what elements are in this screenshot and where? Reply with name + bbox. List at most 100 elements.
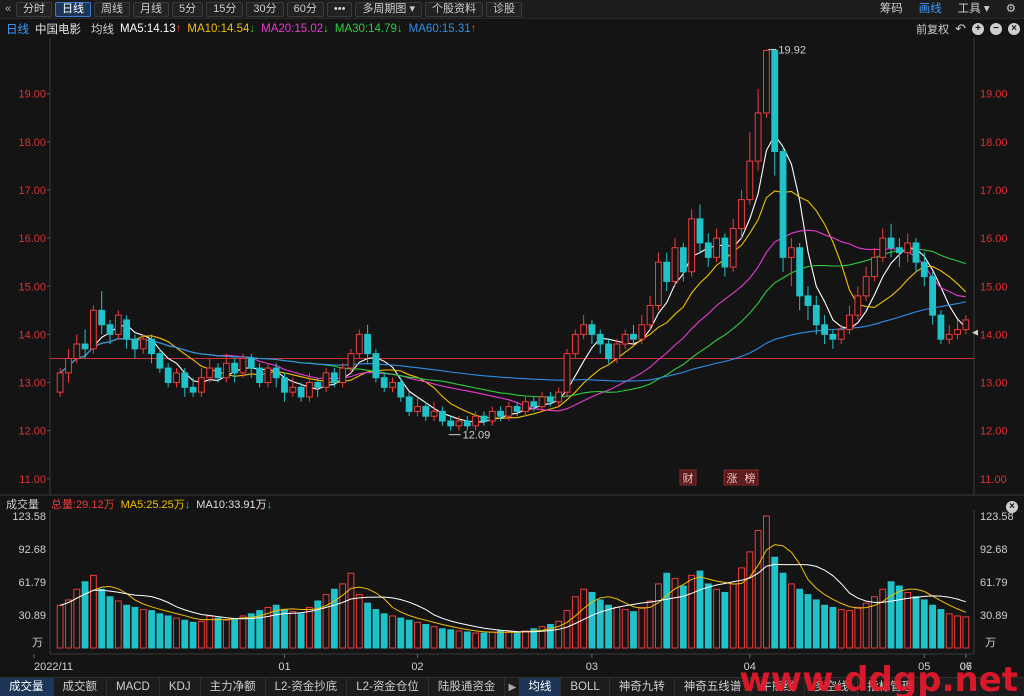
- tab-0[interactable]: 成交量: [0, 677, 54, 696]
- period-button-8[interactable]: •••: [326, 1, 353, 17]
- volume-bar: [829, 606, 837, 649]
- candle-body: [173, 372, 180, 384]
- candle-body: [871, 256, 878, 278]
- candle-body: [239, 357, 247, 374]
- candle-body: [563, 353, 571, 393]
- ma20-value: MA20:15.02↓: [261, 23, 329, 35]
- volume-bar: [455, 630, 463, 649]
- volume-bar: [65, 599, 72, 649]
- undo-icon[interactable]: ↶: [955, 21, 966, 36]
- tab-1[interactable]: 成交额: [54, 677, 107, 696]
- candle-body: [829, 333, 837, 340]
- candle-body: [380, 377, 388, 388]
- volume-ma5: MA5:25.25万↓: [120, 499, 191, 511]
- volume-close-icon[interactable]: ×: [1006, 498, 1018, 513]
- candle-body: [862, 276, 870, 297]
- tab-13[interactable]: 多空线: [805, 677, 859, 696]
- ma-label[interactable]: 均线: [91, 24, 114, 36]
- volume-bar: [862, 602, 870, 649]
- volume-bar: [837, 609, 845, 649]
- candle-body: [754, 112, 762, 162]
- candle-body: [430, 410, 438, 417]
- unit-left: 万: [32, 637, 43, 649]
- period-button-2[interactable]: 周线: [94, 1, 130, 17]
- tab-12[interactable]: 牛熊线: [751, 677, 805, 696]
- zoom-out-icon[interactable]: −: [990, 23, 1002, 35]
- adjust-select[interactable]: 前复权: [916, 24, 950, 36]
- zoom-in-icon[interactable]: +: [972, 23, 984, 35]
- candle-body: [804, 295, 812, 307]
- period-button-7[interactable]: 60分: [286, 1, 324, 17]
- period-button-4[interactable]: 5分: [172, 1, 204, 17]
- toolbar-right-button-1[interactable]: 画线: [918, 3, 942, 15]
- candle-body: [181, 372, 189, 388]
- collapse-left-icon[interactable]: «: [4, 3, 12, 15]
- period-button-3[interactable]: 月线: [133, 1, 169, 17]
- volume-bar: [56, 604, 64, 649]
- price-tick-right: 18.00: [980, 137, 1008, 149]
- gear-icon[interactable]: ⚙: [1005, 3, 1016, 15]
- price-tick-left: 14.00: [18, 329, 46, 341]
- volume-bar: [945, 613, 953, 649]
- tab-9[interactable]: BOLL: [561, 677, 610, 696]
- candle-body: [497, 410, 504, 417]
- close-icon[interactable]: ×: [1006, 501, 1018, 513]
- volume-bar: [771, 556, 779, 649]
- current-price-marker: [972, 329, 978, 336]
- period-button-9[interactable]: 多周期图 ▾: [355, 1, 423, 17]
- volume-bar: [630, 611, 637, 649]
- volume-bar: [198, 620, 205, 649]
- candle-body: [812, 305, 820, 326]
- ma20-line: [59, 229, 966, 412]
- candle-body: [530, 401, 538, 408]
- period-button-10[interactable]: 个股资料: [425, 1, 484, 17]
- candle-body: [106, 324, 114, 335]
- tab-14[interactable]: 指标管理: [858, 677, 924, 696]
- period-button-1[interactable]: 日线: [55, 1, 91, 17]
- candle-body: [771, 49, 779, 152]
- volume-bar: [763, 515, 770, 649]
- toolbar-right-button-2[interactable]: 工具 ▾: [957, 3, 990, 15]
- volume-bar: [871, 596, 878, 649]
- volume-bar: [704, 583, 712, 649]
- candle-body: [306, 382, 313, 398]
- tab-8[interactable]: 均线: [519, 677, 562, 696]
- x-tick-label: 05: [918, 661, 930, 673]
- volume-bar: [638, 606, 646, 649]
- volume-bar: [671, 578, 679, 649]
- tab-3[interactable]: KDJ: [160, 677, 201, 696]
- candle-body: [580, 324, 588, 335]
- volume-bar: [380, 613, 388, 649]
- tabs-scroll-icon[interactable]: ▶: [508, 681, 517, 693]
- tab-7[interactable]: 陆股通资金: [429, 677, 506, 696]
- candle-body: [405, 396, 413, 412]
- tab-2[interactable]: MACD: [107, 677, 160, 696]
- volume-bar: [854, 606, 862, 649]
- candle-body: [148, 338, 155, 355]
- ma10-value: MA10:14.54↓: [187, 23, 256, 35]
- x-tick-label: 06: [960, 661, 972, 673]
- low-marker-label: 12.09: [463, 430, 491, 442]
- tab-6[interactable]: L2-资金仓位: [347, 677, 429, 696]
- period-button-11[interactable]: 诊股: [486, 1, 523, 17]
- period-button-5[interactable]: 15分: [206, 1, 244, 17]
- tab-4[interactable]: 主力净额: [201, 677, 266, 696]
- candle-body: [945, 333, 953, 340]
- period-button-6[interactable]: 30分: [246, 1, 284, 17]
- volume-bar: [156, 613, 164, 649]
- tab-5[interactable]: L2-资金抄底: [266, 677, 348, 696]
- volume-bar: [846, 610, 853, 649]
- period-button-0[interactable]: 分时: [16, 1, 52, 17]
- tab-10[interactable]: 神奇九转: [610, 677, 675, 696]
- candle-body: [688, 218, 696, 273]
- close-icon[interactable]: ×: [1008, 23, 1020, 35]
- volume-bar: [522, 630, 529, 649]
- candle-body: [206, 367, 214, 379]
- kline-chart[interactable]: 11.00 11.00 12.00 12.00 13.00 13.00 14.00 14.00…: [0, 38, 1024, 677]
- candle-body: [488, 410, 496, 422]
- volume-bar: [231, 618, 239, 649]
- volume-bar: [173, 617, 180, 649]
- toolbar-right-button-0[interactable]: 筹码: [879, 3, 903, 15]
- tab-11[interactable]: 神奇五线谱: [675, 677, 752, 696]
- volume-bar: [106, 596, 114, 649]
